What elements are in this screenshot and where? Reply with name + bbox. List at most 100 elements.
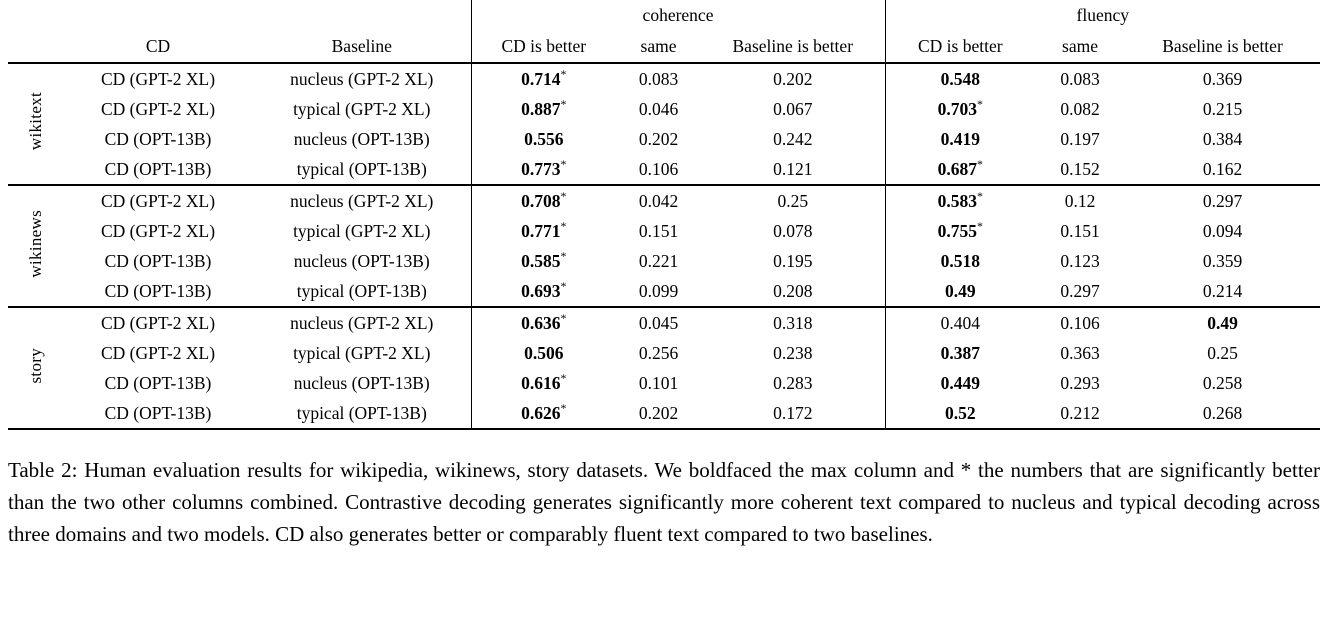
row-group-label-wikinews: wikinews — [8, 185, 63, 307]
value-cell: 0.242 — [701, 124, 886, 154]
cell-baseline-method: nucleus (OPT-13B) — [253, 246, 472, 276]
value-text: 0.197 — [1060, 128, 1100, 149]
value-cell: 0.369 — [1125, 63, 1320, 94]
value-text: 0.755 — [937, 220, 977, 241]
value-text: 0.214 — [1202, 280, 1243, 301]
value-cell: 0.693* — [471, 276, 616, 307]
cell-baseline-method: typical (OPT-13B) — [253, 398, 472, 429]
row-group-label-text: wikitext — [25, 92, 45, 151]
col-header-coherence-cd-better: CD is better — [501, 36, 587, 56]
value-cell: 0.626* — [471, 398, 616, 429]
table-header: coherence fluency CD Baseline CD is bett… — [8, 0, 1321, 63]
value-cell: 0.25 — [701, 185, 886, 216]
value-cell: 0.221 — [616, 246, 701, 276]
significance-star: * — [560, 66, 567, 81]
value-cell: 0.25 — [1125, 338, 1320, 368]
value-cell: 0.208 — [701, 276, 886, 307]
value-text: 0.106 — [1060, 312, 1100, 333]
row-group-label-text: story — [25, 347, 45, 384]
value-cell: 0.387 — [885, 338, 1035, 368]
significance-star: * — [560, 248, 567, 263]
cell-cd-method: CD (GPT-2 XL) — [100, 220, 216, 241]
value-text: 0.387 — [940, 342, 980, 363]
value-text: 0.318 — [773, 312, 813, 333]
span-header-coherence: coherence — [471, 0, 886, 31]
col-header-fluency-baseline-better: Baseline is better — [1162, 36, 1283, 56]
value-text: 0.556 — [524, 128, 564, 149]
value-cell: 0.202 — [701, 63, 886, 94]
value-text: 0.773 — [521, 158, 561, 179]
value-text: 0.25 — [777, 190, 809, 211]
value-cell: 0.106 — [1035, 307, 1125, 338]
value-cell: 0.045 — [616, 307, 701, 338]
value-text: 0.258 — [1202, 372, 1243, 393]
value-cell: 0.293 — [1035, 368, 1125, 398]
value-cell: 0.548 — [885, 63, 1035, 94]
value-cell: 0.49 — [1125, 307, 1320, 338]
value-cell: 0.101 — [616, 368, 701, 398]
value-text: 0.152 — [1060, 158, 1100, 179]
value-cell: 0.283 — [701, 368, 886, 398]
value-text: 0.101 — [638, 372, 679, 393]
table-row: CD (GPT-2 XL) typical (GPT-2 XL) 0.771* 0.1… — [8, 216, 1320, 246]
significance-star: * — [560, 96, 567, 111]
value-text: 0.046 — [638, 98, 679, 119]
value-cell: 0.172 — [701, 398, 886, 429]
row-group-label-wikitext: wikitext — [8, 63, 63, 185]
value-cell: 0.197 — [1035, 124, 1125, 154]
value-text: 0.616 — [521, 372, 561, 393]
col-header-coherence-baseline-better: Baseline is better — [701, 31, 886, 63]
value-cell: 0.078 — [701, 216, 886, 246]
value-text: 0.518 — [940, 250, 980, 271]
value-text: 0.12 — [1064, 190, 1096, 211]
significance-star: * — [560, 278, 567, 293]
value-cell: 0.297 — [1125, 185, 1320, 216]
value-text: 0.151 — [638, 220, 679, 241]
value-text: 0.283 — [773, 372, 813, 393]
value-cell: 0.214 — [1125, 276, 1320, 307]
value-text: 0.49 — [1207, 312, 1238, 333]
table-caption: Table 2: Human evaluation results for wi… — [8, 458, 1320, 546]
value-text: 0.083 — [1060, 68, 1100, 89]
value-cell: 0.636* — [471, 307, 616, 338]
table-row: CD (GPT-2 XL) typical (GPT-2 XL) 0.506 0.25… — [8, 338, 1320, 368]
value-text: 0.042 — [638, 190, 679, 211]
table-group-wikitext: wikitext CD (GPT-2 XL) nucleus (GPT-2 XL) 0… — [8, 63, 1321, 185]
value-text: 0.208 — [773, 280, 813, 301]
value-text: 0.238 — [773, 342, 813, 363]
value-cell: 0.616* — [471, 368, 616, 398]
significance-star: * — [560, 188, 567, 203]
value-cell: 0.404 — [885, 307, 1035, 338]
cell-cd-method: CD (GPT-2 XL) — [100, 312, 216, 333]
cell-baseline-method: typical (OPT-13B) — [253, 276, 472, 307]
header-span-row: coherence fluency — [8, 0, 1320, 31]
value-text: 0.297 — [1202, 190, 1243, 211]
value-text: 0.082 — [1060, 98, 1100, 119]
value-cell: 0.151 — [616, 216, 701, 246]
value-text: 0.221 — [638, 250, 679, 271]
value-text: 0.067 — [773, 98, 813, 119]
header-column-row: CD Baseline CD is better same Baseline i… — [8, 31, 1320, 63]
value-text: 0.045 — [638, 312, 679, 333]
value-text: 0.363 — [1060, 342, 1100, 363]
value-cell: 0.094 — [1125, 216, 1320, 246]
value-text: 0.449 — [940, 372, 980, 393]
value-text: 0.506 — [524, 342, 564, 363]
value-cell: 0.202 — [616, 398, 701, 429]
value-cell: 0.419 — [885, 124, 1035, 154]
value-text: 0.687 — [937, 158, 977, 179]
value-cell: 0.318 — [701, 307, 886, 338]
value-cell: 0.162 — [1125, 154, 1320, 185]
cell-baseline-method: typical (GPT-2 XL) — [253, 216, 472, 246]
value-cell: 0.258 — [1125, 368, 1320, 398]
table-row: CD (OPT-13B) nucleus (OPT-13B) 0.556 0.202 0… — [8, 124, 1320, 154]
value-cell: 0.123 — [1035, 246, 1125, 276]
cell-baseline-method: typical (GPT-2 XL) — [253, 338, 472, 368]
value-text: 0.293 — [1060, 372, 1100, 393]
value-text: 0.078 — [773, 220, 813, 241]
col-header-coherence-same: same — [640, 36, 677, 56]
value-cell: 0.12 — [1035, 185, 1125, 216]
value-cell: 0.046 — [616, 94, 701, 124]
significance-star: * — [560, 370, 567, 385]
value-cell: 0.755* — [885, 216, 1035, 246]
